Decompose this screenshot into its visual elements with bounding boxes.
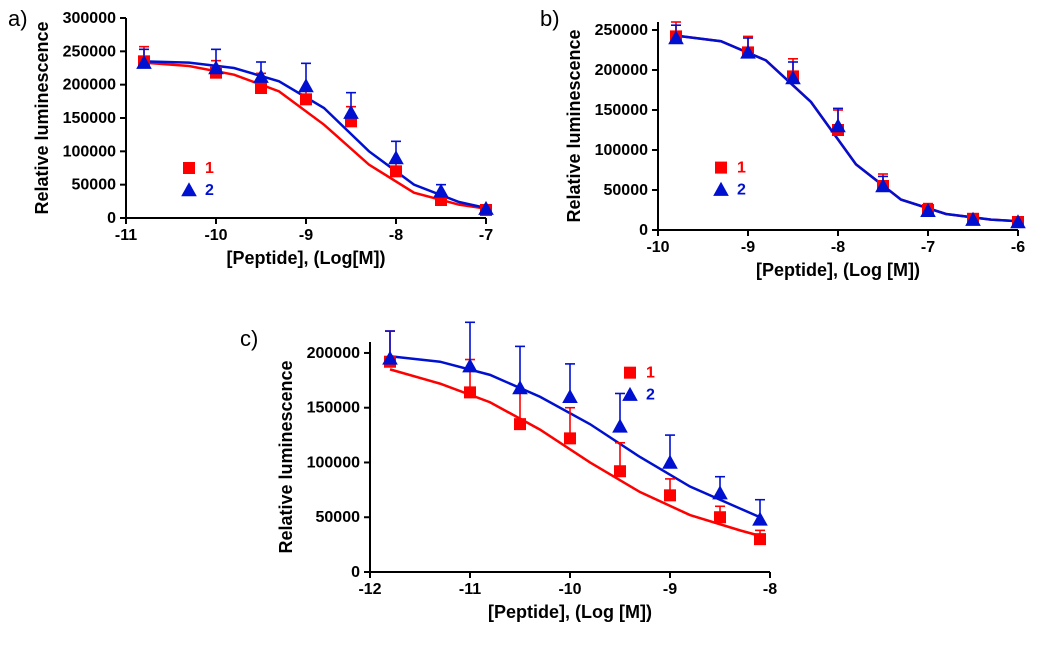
legend-marker-1 [183,162,195,174]
legend-label-2: 2 [737,182,746,199]
y-tick-label: 150000 [307,400,360,417]
y-tick-label: 250000 [595,22,648,39]
data-point-2 [612,419,628,433]
data-point-2 [462,358,478,372]
panel-b: b) 0 50000 100000 150000 200000 250000 -10 -9 -8 -… [540,0,1050,290]
x-tick-label: -8 [831,239,845,256]
x-axis-label: [Peptide], (Log [M]) [756,260,920,280]
x-axis-label: [Peptide], (Log [M]) [488,602,652,622]
x-tick-label: -9 [299,227,313,244]
legend-label-1: 1 [205,160,214,177]
y-tick-label: 250000 [63,43,116,60]
panel-c: c) 0 50000 100000 150000 200000 -12 -11 -10 -9 -8 [… [240,320,800,640]
y-tick-label: 100000 [307,454,360,471]
y-tick-label: 50000 [72,177,117,194]
x-tick-label: -8 [389,227,403,244]
y-tick-label: 100000 [63,143,116,160]
chart-a: 0 50000 100000 150000 200000 250000 300000 -11 -… [8,0,528,280]
data-point-1 [255,82,267,94]
y-axis-label: Relative luminescence [32,21,52,214]
x-tick-label: -10 [558,581,581,598]
y-tick-label: 200000 [63,77,116,94]
data-point-2 [562,389,578,403]
y-tick-label: 150000 [63,110,116,127]
legend-label-2: 2 [646,387,655,404]
data-point-1 [300,93,312,105]
chart-c: 0 50000 100000 150000 200000 -12 -11 -10 -9 -8 [Pe… [240,320,800,640]
panel-a: a) 0 50000 100000 150000 200000 250000 300000 -1… [8,0,528,280]
series-curve-2 [144,61,486,208]
x-tick-label: -11 [459,581,481,598]
data-point-1 [464,386,476,398]
x-tick-label: -9 [663,581,677,598]
panel-label-b: b) [540,6,560,32]
data-point-2 [343,105,359,119]
data-point-1 [754,533,766,545]
data-point-2 [298,78,314,92]
panel-label-a: a) [8,6,28,32]
data-point-2 [433,184,449,198]
y-tick-label: 200000 [307,345,360,362]
y-tick-label: 0 [639,222,648,239]
x-tick-label: -7 [479,227,493,244]
data-point-2 [512,380,528,394]
legend-marker-1 [715,162,727,174]
y-tick-label: 50000 [604,182,649,199]
y-tick-label: 150000 [595,102,648,119]
data-point-2 [712,485,728,499]
x-tick-label: -6 [1011,239,1025,256]
data-point-1 [614,465,626,477]
y-tick-label: 300000 [63,10,116,27]
y-tick-label: 100000 [595,142,648,159]
y-tick-label: 0 [107,210,116,227]
series-curve-1 [144,63,486,209]
series-curve-1 [390,369,760,535]
y-tick-label: 200000 [595,62,648,79]
data-point-1 [664,489,676,501]
x-tick-label: -7 [921,239,935,256]
data-point-1 [390,165,402,177]
x-tick-label: -9 [741,239,755,256]
y-tick-label: 50000 [316,509,361,526]
x-tick-label: -12 [358,581,381,598]
data-point-2 [388,150,404,164]
panel-label-c: c) [240,326,258,352]
data-point-1 [714,511,726,523]
data-point-1 [514,418,526,430]
data-point-2 [662,455,678,469]
y-axis-label: Relative luminescence [276,360,296,553]
chart-b: 0 50000 100000 150000 200000 250000 -10 -9 -8 -7 -… [540,0,1050,290]
data-point-1 [564,432,576,444]
x-axis-label: [Peptide], (Log[M]) [227,248,386,268]
legend-label-1: 1 [737,160,746,177]
x-tick-label: -8 [763,581,777,598]
legend-marker-2 [181,182,197,196]
legend-label-2: 2 [205,182,214,199]
x-tick-label: -11 [115,227,137,244]
x-tick-label: -10 [646,239,669,256]
legend-label-1: 1 [646,365,655,382]
x-tick-label: -10 [204,227,227,244]
legend-marker-2 [713,182,729,196]
y-tick-label: 0 [351,564,360,581]
data-point-2 [253,69,269,83]
legend-marker-1 [624,367,636,379]
y-axis-label: Relative luminescence [564,29,584,222]
